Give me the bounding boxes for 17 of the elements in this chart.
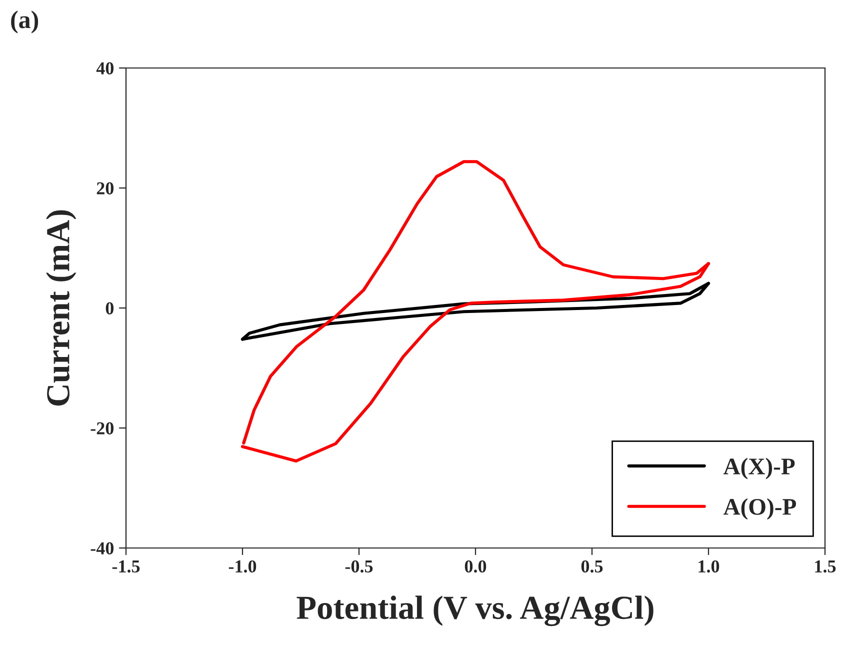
x-tick-label: 0.0 xyxy=(464,560,486,573)
y-tick-label: 0 xyxy=(106,302,114,314)
y-tick-label: -20 xyxy=(90,422,114,434)
x-axis-title: Potential (V vs. Ag/AgCl) xyxy=(296,596,654,626)
chart-title: (a) xyxy=(11,10,38,34)
y-tick-label: 20 xyxy=(96,182,114,194)
x-tick-label: 0.5 xyxy=(581,560,603,573)
x-tick-label: -1.5 xyxy=(112,560,140,573)
x-tick-label: 1.0 xyxy=(698,560,720,573)
x-tick-label: -0.5 xyxy=(345,560,373,573)
y-tick-label: -40 xyxy=(90,542,114,554)
y-tick-label: 40 xyxy=(96,62,114,74)
legend-label: A(X)-P xyxy=(723,458,795,480)
y-axis-title: Current (mA) xyxy=(46,210,76,406)
legend-label: A(O)-P xyxy=(723,498,796,520)
x-tick-label: 1.5 xyxy=(815,560,836,573)
x-tick-label: -1.0 xyxy=(228,560,256,573)
